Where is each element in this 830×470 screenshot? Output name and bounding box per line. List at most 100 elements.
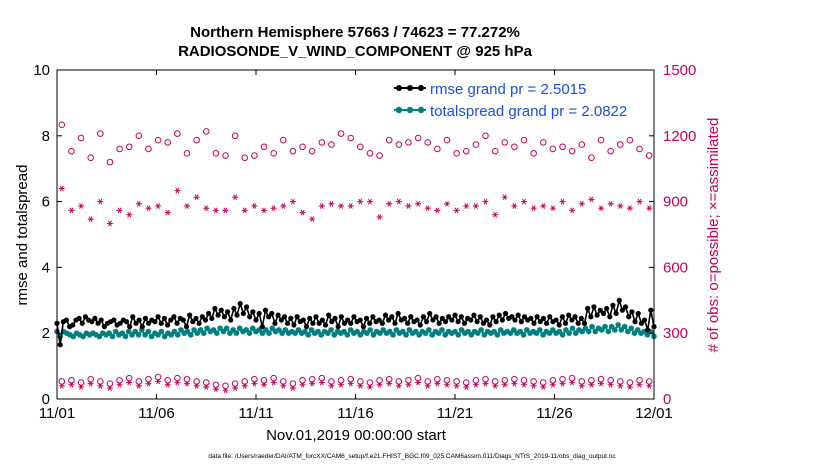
obs_possible_low-point-14: [193, 378, 200, 385]
rmse-point-14: [98, 317, 104, 323]
obs_possible_low-point-55: [588, 377, 595, 384]
obs_assimilated_low-point-7: [126, 379, 133, 386]
rmse-point-63: [253, 317, 259, 323]
obs_assimilated_low-point-26: [309, 380, 316, 387]
obs_possible-point-35: [395, 141, 403, 148]
obs_assimilated_low-point-55: [588, 381, 595, 388]
rmse-point-166: [578, 315, 584, 321]
obs_possible-point-13: [183, 150, 191, 157]
totalspread-point-157: [566, 330, 572, 337]
obs_possible-point-45: [491, 147, 499, 155]
rmse-point-105: [386, 317, 392, 323]
obs_assimilated-point-25: [299, 209, 306, 216]
obs_assimilated-point-10: [155, 203, 162, 209]
obs_possible_low-point-15: [202, 379, 210, 386]
obs_possible_low-point-24: [289, 380, 297, 387]
obs_assimilated_low-point-18: [232, 385, 239, 391]
obs_assimilated-point-35: [395, 198, 402, 205]
rmse-point-40: [180, 317, 186, 323]
obs_assimilated_low-point-31: [357, 382, 364, 389]
obs_possible_low-point-46: [501, 377, 509, 384]
rmse-point-28: [142, 315, 149, 321]
obs_assimilated_low-point-16: [212, 386, 219, 392]
obs_assimilated-point-8: [135, 200, 142, 207]
rmse-point-175: [607, 314, 613, 320]
rmse-point-13: [95, 320, 101, 326]
rmse-point-127: [455, 319, 461, 325]
obs_possible_low-point-18: [231, 380, 239, 387]
rmse-point-15: [101, 324, 107, 330]
rmse-point-108: [395, 310, 401, 317]
obs_possible-point-6: [116, 145, 123, 153]
totalspread-point-130: [478, 327, 484, 333]
data-file-footer: data file: /Users/raeder/DAI/ATM_forcXX/…: [208, 453, 616, 460]
rmse-point-87: [329, 319, 335, 325]
obs_assimilated-point-2: [78, 203, 85, 209]
chart-title-line1: Northern Hemisphere 57663 / 74623 = 77.2…: [190, 24, 520, 41]
obs_assimilated_low-point-24: [289, 385, 296, 391]
obs_assimilated_low-point-35: [395, 382, 402, 389]
obs_assimilated_low-point-22: [270, 379, 277, 386]
legend-rmse-label: rmse grand pr = 2.5015: [430, 81, 586, 98]
obs_assimilated_low-point-43: [472, 381, 479, 388]
legend: rmse grand pr = 2.5015 totalspread grand…: [388, 76, 652, 120]
obs_assimilated_low-point-5: [106, 385, 113, 391]
obs_possible_low-point-47: [511, 375, 518, 383]
obs_possible-point-46: [501, 139, 509, 146]
obs_assimilated-point-60: [636, 198, 643, 205]
rmse-point-146: [515, 312, 521, 318]
obs_possible-point-7: [125, 143, 133, 151]
obs_assimilated_low-point-6: [116, 381, 123, 388]
obs_assimilated-point-6: [116, 207, 123, 214]
obs_possible-point-57: [607, 147, 614, 155]
x-axis: 11/01 11/06 11/11 11/16 11/21 11/26 12/01: [39, 70, 673, 422]
totalspread-point-21: [122, 333, 129, 340]
rmse-point-141: [499, 317, 505, 323]
rmse-point-117: [423, 319, 430, 325]
obs_possible-point-37: [414, 134, 422, 142]
obs_assimilated_low-point-33: [376, 381, 383, 388]
rmse-point-184: [635, 310, 641, 317]
obs_possible_low-point-1: [68, 377, 75, 384]
obs_assimilated-point-54: [578, 200, 585, 207]
obs_possible_low-point-41: [453, 378, 460, 385]
totalspread-point-17: [109, 333, 116, 340]
obs_assimilated-point-52: [559, 198, 566, 205]
totalspread-point-32: [158, 328, 165, 335]
rmse-point-170: [591, 304, 597, 310]
rmse-point-66: [262, 307, 269, 313]
x-tick-label-5: 11/26: [536, 405, 572, 422]
rmse-point-178: [616, 297, 622, 303]
obs_assimilated-point-18: [232, 194, 239, 201]
obs_assimilated-point-3: [87, 216, 94, 222]
obs_possible-point-20: [251, 152, 258, 159]
rmse-point-72: [281, 314, 288, 320]
rmse-point-12: [92, 315, 98, 321]
obs_possible-point-11: [164, 139, 172, 146]
obs_assimilated_low-point-51: [549, 381, 556, 388]
obs_possible_low-point-10: [154, 373, 162, 381]
rmse-point-52: [218, 307, 224, 313]
obs_assimilated_low-point-20: [251, 380, 258, 387]
rmse-point-36: [168, 317, 174, 323]
obs_possible_low-point-57: [607, 377, 614, 384]
obs_possible_low-point-22: [270, 374, 277, 382]
obs_assimilated_low-point-15: [203, 384, 210, 390]
rmse-point-159: [556, 322, 562, 328]
totalspread-point-114: [426, 327, 432, 333]
rmse-point-131: [468, 317, 474, 323]
obs_assimilated-point-0: [58, 185, 65, 192]
obs_assimilated-point-14: [193, 194, 200, 201]
obs_assimilated_low-point-50: [540, 384, 547, 390]
left-y-tick-label-3: 6: [42, 194, 50, 211]
rmse-point-8: [79, 320, 85, 326]
obs_assimilated_low-point-21: [261, 381, 268, 388]
obs_assimilated_low-point-1: [68, 381, 75, 388]
totalspread-point-172: [615, 322, 621, 328]
obs_possible-point-21: [260, 143, 268, 151]
rmse-point-32: [155, 314, 161, 320]
rmse-point-34: [161, 315, 167, 321]
obs_possible-point-58: [616, 141, 624, 148]
obs_assimilated-point-34: [386, 200, 393, 207]
totalspread-point-89: [344, 332, 351, 338]
